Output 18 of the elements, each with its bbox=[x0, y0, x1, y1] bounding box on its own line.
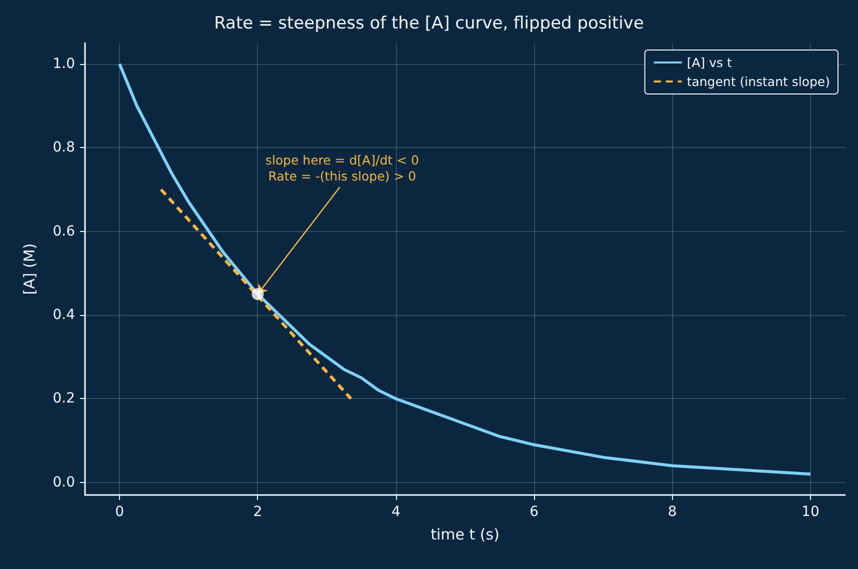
x-tick-label: 2 bbox=[253, 504, 262, 520]
y-tick-label: 0.2 bbox=[52, 390, 75, 407]
y-tick-label: 1.0 bbox=[52, 56, 75, 72]
legend-label: [A] vs t bbox=[686, 55, 732, 70]
x-tick-label: 10 bbox=[802, 504, 820, 520]
chart-title: Rate = steepness of the [A] curve, flipped positive bbox=[214, 14, 644, 34]
x-tick-label: 0 bbox=[115, 504, 124, 520]
y-tick-label: 0.4 bbox=[52, 307, 76, 324]
x-tick-label: 4 bbox=[391, 504, 400, 520]
x-axis-title: time t (s) bbox=[430, 526, 500, 544]
y-tick-label: 0.8 bbox=[52, 140, 75, 156]
y-tick-label: 0.0 bbox=[52, 474, 75, 490]
y-axis-title: [A] (M) bbox=[20, 243, 38, 295]
x-tick-label: 8 bbox=[668, 504, 677, 520]
legend-label: tangent (instant slope) bbox=[686, 74, 830, 89]
annotation: slope here = d[A]/dt < 0 Rate = -(this slope) > 0 bbox=[265, 152, 419, 184]
x-tick-label: 6 bbox=[530, 504, 539, 520]
y-tick-label: 0.6 bbox=[52, 223, 76, 240]
